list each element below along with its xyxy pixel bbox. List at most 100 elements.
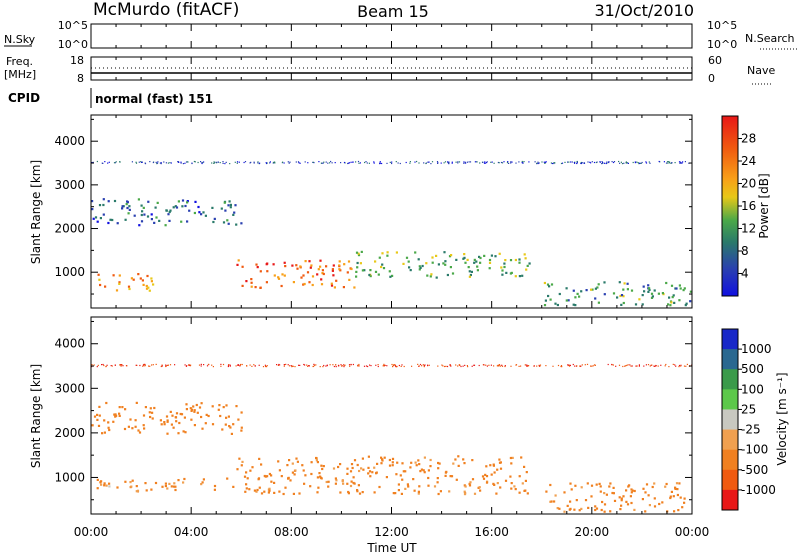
echo-cell xyxy=(340,364,342,366)
echo-cell xyxy=(196,411,199,414)
echo-cell xyxy=(626,503,630,506)
echo-cell xyxy=(177,432,180,435)
echo-cell xyxy=(108,482,111,485)
echo-cell xyxy=(678,161,681,163)
echo-cell xyxy=(620,303,623,306)
echo-cell xyxy=(116,222,119,225)
echo-cell xyxy=(211,423,215,426)
echo-cell xyxy=(467,266,470,269)
echo-cell xyxy=(647,290,650,293)
echo-cell xyxy=(96,413,99,416)
echo-cell xyxy=(525,471,528,474)
echo-cell xyxy=(558,292,561,296)
echo-cell xyxy=(283,274,286,277)
echo-cell xyxy=(236,468,239,471)
echo-cell xyxy=(367,455,370,458)
echo-cell xyxy=(361,491,364,494)
echo-cell xyxy=(389,161,391,163)
echo-cell xyxy=(139,364,141,367)
echo-cell xyxy=(165,365,167,368)
echo-cell xyxy=(343,263,346,266)
velocity-colorbar-tick: -1000 xyxy=(741,483,776,497)
echo-cell xyxy=(436,161,439,163)
echo-cell xyxy=(608,161,610,164)
echo-cell xyxy=(464,364,466,366)
echo-cell xyxy=(165,209,168,212)
velocity-ylabel: Slant Range [km] xyxy=(29,364,43,468)
echo-cell xyxy=(669,496,672,500)
echo-cell xyxy=(391,363,393,366)
echo-cell xyxy=(490,364,492,366)
echo-cell xyxy=(294,469,297,472)
echo-cell xyxy=(150,277,153,280)
echo-cell xyxy=(414,251,417,254)
echo-cell xyxy=(613,161,616,163)
echo-cell xyxy=(101,364,103,366)
echo-cell xyxy=(175,412,179,415)
echo-cell xyxy=(295,161,297,163)
echo-cell xyxy=(250,285,253,288)
echo-cell xyxy=(518,161,520,163)
echo-cell xyxy=(611,491,614,495)
echo-cell xyxy=(165,415,169,418)
echo-cell xyxy=(156,162,159,164)
echo-cell xyxy=(128,208,131,211)
echo-cell xyxy=(683,365,686,367)
echo-cell xyxy=(158,219,161,222)
echo-cell xyxy=(543,304,547,307)
echo-cell xyxy=(375,364,377,366)
echo-cell xyxy=(509,259,513,262)
echo-cell xyxy=(404,487,407,490)
echo-cell xyxy=(107,162,109,164)
echo-cell xyxy=(154,481,158,485)
echo-cell xyxy=(237,418,240,421)
echo-cell xyxy=(124,408,127,411)
echo-cell xyxy=(524,364,526,366)
echo-cell xyxy=(469,481,472,484)
echo-cell xyxy=(449,475,452,478)
echo-cell xyxy=(445,365,447,367)
echo-cell xyxy=(619,294,622,298)
echo-cell xyxy=(488,261,492,264)
echo-cell xyxy=(315,456,318,460)
echo-cell xyxy=(155,216,158,219)
echo-cell xyxy=(237,259,240,262)
echo-cell xyxy=(579,365,581,367)
noise-left-tick-top: 10^5 xyxy=(58,19,88,32)
echo-cell xyxy=(224,423,227,426)
echo-cell xyxy=(514,275,517,278)
echo-cell xyxy=(356,266,359,269)
echo-cell xyxy=(97,273,100,276)
echo-cell xyxy=(622,295,625,298)
echo-cell xyxy=(623,282,626,285)
echo-cell xyxy=(590,365,592,367)
echo-cell xyxy=(267,491,270,494)
echo-cell xyxy=(630,289,634,292)
echo-cell xyxy=(383,456,386,459)
echo-cell xyxy=(255,490,258,493)
echo-cell xyxy=(229,203,232,206)
echo-cell xyxy=(295,457,298,460)
echo-cell xyxy=(149,407,152,410)
echo-cell xyxy=(638,365,640,367)
echo-cell xyxy=(114,413,117,416)
echo-cell xyxy=(450,475,454,478)
echo-cell xyxy=(526,264,529,267)
echo-cell xyxy=(428,161,430,163)
echo-cell xyxy=(407,485,410,488)
echo-cell xyxy=(290,365,292,367)
echo-cell xyxy=(150,218,153,221)
echo-cell xyxy=(98,278,101,281)
echo-cell xyxy=(260,463,263,466)
echo-cell xyxy=(612,486,615,489)
velocity-colorbar-tick: 500 xyxy=(741,362,764,376)
echo-cell xyxy=(126,206,129,210)
echo-cell xyxy=(401,478,404,481)
echo-cell xyxy=(451,161,453,163)
echo-cell xyxy=(127,212,130,215)
echo-cell xyxy=(306,364,308,366)
power-colorbar-tick: 28 xyxy=(741,132,756,146)
echo-cell xyxy=(545,161,547,163)
echo-cell xyxy=(429,465,432,468)
echo-cell xyxy=(418,365,420,367)
